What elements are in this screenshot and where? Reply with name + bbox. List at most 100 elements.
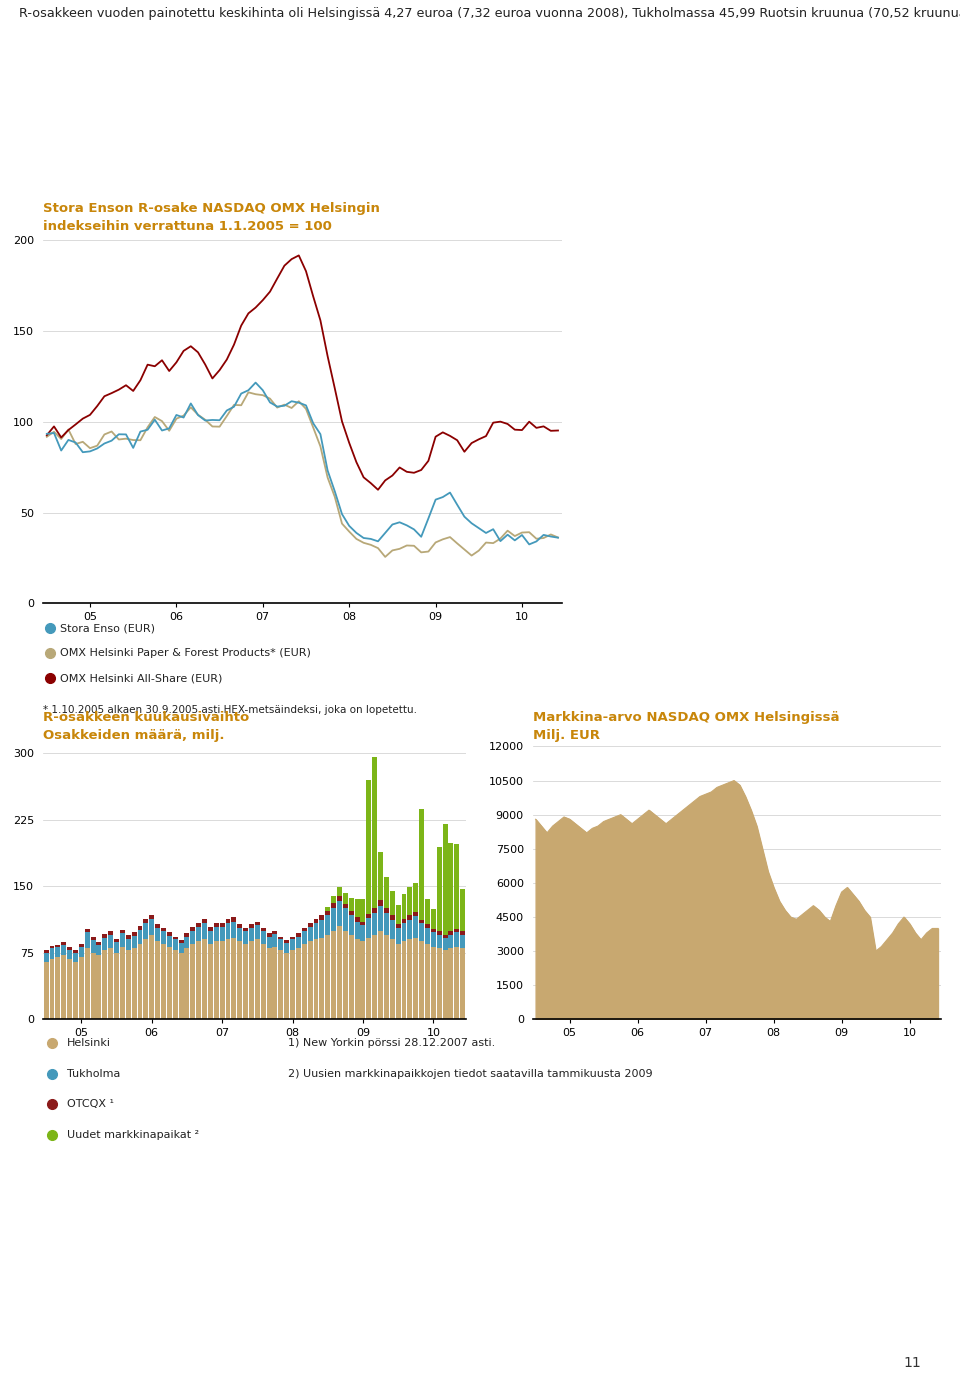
Text: OMX Helsinki Paper & Forest Products* (EUR): OMX Helsinki Paper & Forest Products* (E…: [60, 648, 311, 659]
Bar: [460, 949, 466, 1019]
Bar: [443, 950, 447, 1019]
Bar: [301, 932, 307, 945]
Bar: [425, 900, 430, 924]
Bar: [184, 933, 189, 936]
Text: R-osakkeen kuukausivaihto: R-osakkeen kuukausivaihto: [43, 712, 250, 724]
Text: R-osakkeen vuoden painotettu keskihinta oli Helsingissä 4,27 euroa (7,32 euroa v: R-osakkeen vuoden painotettu keskihinta …: [19, 7, 960, 19]
Bar: [220, 927, 225, 942]
Bar: [108, 935, 113, 949]
Bar: [90, 953, 96, 1019]
Bar: [179, 943, 183, 953]
Bar: [320, 920, 324, 938]
Bar: [284, 940, 289, 943]
Bar: [43, 961, 49, 1019]
Bar: [443, 824, 447, 935]
Bar: [372, 913, 377, 935]
Bar: [307, 942, 313, 1019]
Bar: [267, 933, 272, 936]
Bar: [320, 938, 324, 1019]
Bar: [413, 938, 419, 1019]
Bar: [79, 946, 84, 957]
Bar: [132, 936, 136, 949]
Bar: [431, 932, 436, 946]
Bar: [378, 852, 383, 900]
Bar: [337, 902, 342, 927]
Bar: [390, 920, 395, 939]
Text: indekseihin verrattuna 1.1.2005 = 100: indekseihin verrattuna 1.1.2005 = 100: [43, 221, 332, 233]
Bar: [378, 906, 383, 931]
Bar: [390, 915, 395, 920]
Bar: [437, 935, 442, 949]
Bar: [108, 949, 113, 1019]
Bar: [196, 927, 202, 942]
Bar: [325, 915, 330, 935]
Bar: [202, 939, 207, 1019]
Bar: [120, 933, 125, 946]
Bar: [143, 924, 149, 939]
Bar: [396, 928, 400, 945]
Bar: [61, 942, 66, 945]
Bar: [296, 949, 300, 1019]
Bar: [420, 924, 424, 942]
Bar: [325, 911, 330, 915]
Bar: [372, 935, 377, 1019]
Bar: [179, 953, 183, 1019]
Bar: [208, 945, 213, 1019]
Bar: [249, 942, 254, 1019]
Bar: [460, 932, 466, 935]
Bar: [348, 935, 353, 1019]
Bar: [367, 938, 372, 1019]
Bar: [96, 945, 102, 956]
Bar: [301, 928, 307, 932]
Bar: [401, 920, 406, 924]
Bar: [307, 922, 313, 927]
Bar: [43, 953, 49, 961]
Bar: [149, 935, 155, 1019]
Bar: [84, 949, 89, 1019]
Bar: [226, 939, 230, 1019]
Bar: [114, 942, 119, 953]
Bar: [331, 896, 336, 903]
Bar: [132, 949, 136, 1019]
Bar: [425, 924, 430, 928]
Bar: [184, 936, 189, 949]
Bar: [103, 938, 108, 950]
Bar: [290, 950, 295, 1019]
Bar: [360, 942, 366, 1019]
Bar: [190, 927, 195, 931]
Bar: [407, 939, 413, 1019]
Bar: [167, 936, 172, 946]
Bar: [208, 931, 213, 945]
Bar: [354, 939, 360, 1019]
Bar: [454, 929, 459, 932]
Bar: [337, 888, 342, 896]
Bar: [243, 928, 248, 932]
Bar: [243, 945, 248, 1019]
Bar: [84, 929, 89, 932]
Bar: [73, 950, 78, 953]
Bar: [67, 958, 72, 1019]
Bar: [384, 908, 389, 913]
Text: 2) Uusien markkinapaikkojen tiedot saatavilla tammikuusta 2009: 2) Uusien markkinapaikkojen tiedot saata…: [288, 1068, 653, 1079]
Bar: [337, 896, 342, 902]
Bar: [360, 922, 366, 925]
Bar: [149, 920, 155, 935]
Bar: [84, 932, 89, 949]
Bar: [348, 915, 353, 935]
Bar: [420, 809, 424, 920]
Bar: [56, 957, 60, 1019]
Bar: [61, 956, 66, 1019]
Bar: [443, 935, 447, 938]
Bar: [390, 939, 395, 1019]
Bar: [278, 939, 283, 950]
Bar: [337, 927, 342, 1019]
Bar: [420, 942, 424, 1019]
Text: Markkina-arvo NASDAQ OMX Helsingissä: Markkina-arvo NASDAQ OMX Helsingissä: [533, 712, 839, 724]
Bar: [278, 936, 283, 939]
Bar: [120, 929, 125, 933]
Bar: [407, 915, 413, 920]
Text: Uudet markkinapaikat ²: Uudet markkinapaikat ²: [67, 1129, 200, 1140]
Bar: [331, 931, 336, 1019]
Text: Osakkeiden määrä, milj.: Osakkeiden määrä, milj.: [43, 730, 225, 742]
Bar: [413, 917, 419, 938]
